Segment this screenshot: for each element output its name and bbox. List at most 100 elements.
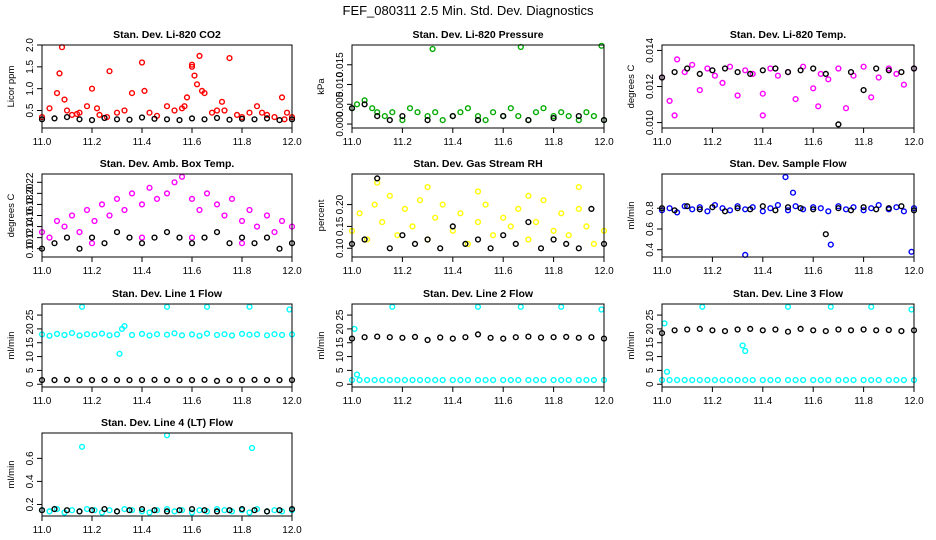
data-point [121, 506, 128, 513]
data-point [550, 377, 557, 384]
data-point [810, 85, 817, 92]
panel-title: Stan. Dev. Li-820 Pressure [412, 29, 543, 41]
data-point [238, 217, 246, 225]
data-point [588, 205, 595, 213]
data-point [146, 332, 153, 339]
data-point [726, 207, 734, 214]
data-point [689, 61, 696, 68]
data-point [525, 116, 532, 124]
data-point [525, 236, 532, 243]
data-point [721, 208, 729, 215]
data-point [371, 201, 378, 208]
y-tick-label: 15 [645, 337, 656, 349]
x-tick-label: 11.4 [443, 266, 462, 277]
data-point [153, 195, 161, 203]
data-point [213, 331, 221, 339]
data-point [885, 205, 892, 212]
data-point [774, 377, 782, 384]
data-point [532, 377, 540, 384]
data-point [432, 214, 439, 221]
data-point [146, 109, 153, 116]
data-point [575, 116, 582, 124]
x-tick-label: 11.6 [183, 266, 202, 277]
data-point [558, 377, 565, 384]
data-point [416, 197, 424, 204]
data-point [278, 217, 286, 225]
data-point [558, 109, 565, 116]
y-axis-label: degrees C [626, 64, 637, 108]
y-tick-label: 0.6 [645, 222, 656, 236]
series-primary [348, 42, 608, 124]
data-point [353, 101, 361, 108]
data-point [558, 303, 565, 310]
data-point [500, 232, 507, 239]
x-tick-label: 12.0 [282, 266, 302, 277]
y-tick-label: 5 [25, 367, 36, 373]
data-point [908, 306, 915, 313]
plot-frame [351, 173, 605, 258]
data-point [381, 112, 388, 120]
data-point [58, 44, 66, 51]
data-point [726, 377, 734, 384]
data-point [228, 195, 236, 203]
data-point [860, 86, 867, 94]
data-point [406, 105, 414, 112]
data-point [704, 208, 711, 215]
data-point [276, 507, 283, 514]
data-point [868, 205, 875, 212]
data-point [389, 109, 396, 116]
y-tick-label: 0.015 [335, 52, 346, 77]
data-point [163, 506, 171, 513]
data-point [76, 332, 83, 339]
data-point [908, 248, 915, 255]
data-point [810, 204, 817, 211]
data-point [196, 507, 203, 514]
data-point [784, 377, 792, 384]
data-point [146, 509, 153, 516]
data-point [196, 332, 203, 339]
data-point [429, 45, 436, 53]
data-point [873, 327, 880, 334]
chart-panel-6: Stan. Dev. Sample Flow 11.0 11.2 11.4 11.6 11… [626, 158, 924, 277]
data-point [238, 330, 246, 338]
data-point [386, 192, 393, 199]
series-secondary [38, 376, 296, 385]
data-point [213, 506, 221, 513]
data-point [734, 326, 741, 333]
data-point [721, 328, 729, 335]
data-point [739, 342, 746, 349]
data-point [218, 98, 226, 105]
panel-title: Stan. Dev. Li-820 Temp. [730, 29, 846, 41]
data-point [386, 377, 393, 384]
data-point [464, 105, 472, 112]
x-tick-label: 11.0 [33, 266, 52, 277]
data-point [742, 67, 749, 74]
data-point [563, 333, 570, 341]
data-point [361, 236, 368, 243]
data-point [361, 97, 368, 104]
data-point [188, 195, 196, 203]
data-point [666, 377, 673, 384]
data-point [598, 42, 605, 49]
data-point [437, 334, 444, 341]
x-tick-label: 11.0 [343, 396, 362, 407]
y-tick-label: 5 [645, 367, 656, 373]
data-point [153, 507, 161, 514]
data-point [183, 94, 191, 101]
x-tick-label: 11.4 [133, 525, 152, 536]
y-tick-label: 0.18 [25, 194, 36, 214]
data-point [201, 376, 208, 383]
data-point [666, 205, 673, 212]
data-point [847, 207, 855, 214]
data-point [61, 331, 68, 339]
data-point [126, 234, 133, 241]
series-primary [348, 303, 608, 384]
data-point [271, 113, 278, 121]
y-tick-label: 20 [25, 323, 36, 335]
data-point [178, 332, 186, 339]
data-point [583, 109, 590, 116]
data-point [474, 116, 482, 124]
data-point [835, 121, 842, 128]
data-point [873, 206, 880, 213]
data-point [208, 109, 216, 116]
